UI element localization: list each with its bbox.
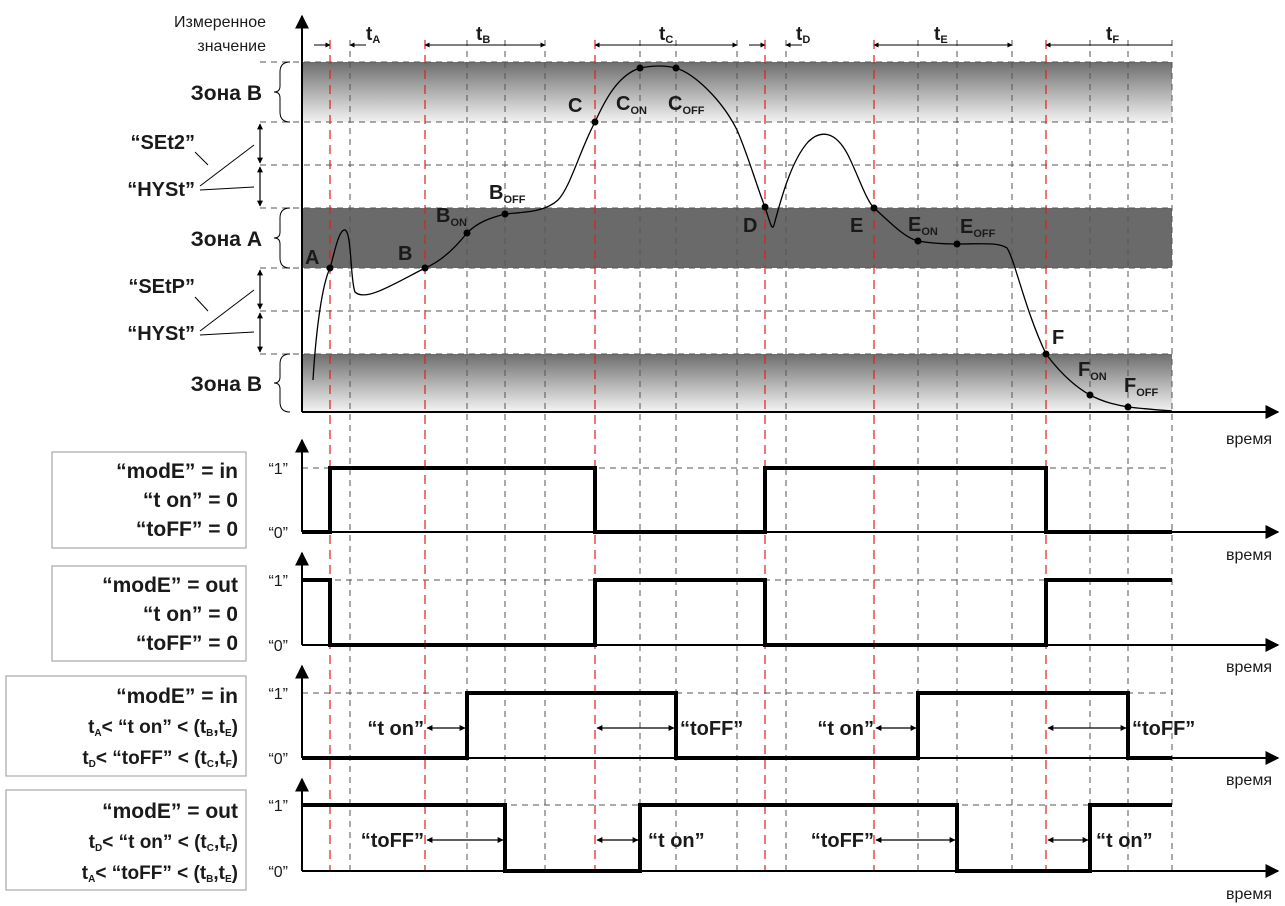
signal-4-waveform bbox=[302, 803, 1172, 873]
panel-4-line-3: tA< “toFF” < (tB,tE) bbox=[82, 863, 238, 885]
condition-panel-1: “modE” = in “t on” = 0 “toFF” = 0 bbox=[51, 451, 247, 549]
timer-toff-label-1: “toFF” bbox=[680, 718, 743, 740]
timer-ton-label-2: “t on” bbox=[817, 718, 874, 740]
time-label-main: время bbox=[1226, 431, 1272, 448]
panel-1-line-2: “t on” = 0 bbox=[143, 489, 238, 512]
panel-4-line-2: tD< “t on” < (tC,tF) bbox=[89, 832, 238, 854]
param-dimension-arrows bbox=[194, 123, 263, 353]
param-hyst-lower-label: “HYSt” bbox=[127, 323, 195, 345]
point-label-f: F bbox=[1052, 327, 1064, 349]
point-label-f-off: FOFF bbox=[1124, 375, 1158, 399]
timer-ton-label-1: “t on” bbox=[367, 718, 424, 740]
event-lines bbox=[329, 40, 1047, 870]
timer-ton-label-4: “t on” bbox=[1096, 830, 1153, 852]
condition-panel-3: “modE” = in tA< “t on” < (tB,tE) tD< “to… bbox=[5, 675, 247, 777]
param-set2-label: “SEt2” bbox=[131, 132, 195, 154]
axis-title-line1: Измеренное bbox=[174, 14, 266, 31]
signal-3-waveform bbox=[302, 691, 1172, 760]
time-label-signal-1: время bbox=[1226, 547, 1272, 564]
point-label-e: E bbox=[850, 215, 863, 237]
level-zero-1: “0” bbox=[268, 525, 288, 542]
signal-2-waveform bbox=[302, 578, 1172, 647]
point-label-c: C bbox=[568, 95, 582, 117]
axis-title-line2: значение bbox=[197, 38, 266, 55]
time-label-signal-2: время bbox=[1226, 659, 1272, 676]
zone-a-label: Зона A bbox=[191, 228, 262, 251]
panel-2-line-1: “modE” = out bbox=[102, 574, 238, 597]
interval-label-e: tE bbox=[934, 24, 948, 46]
point-label-c-on: CON bbox=[616, 93, 647, 117]
time-label-signal-3: время bbox=[1226, 772, 1272, 789]
zone-b-top-label: Зона B bbox=[191, 82, 262, 105]
interval-label-d: tD bbox=[796, 24, 810, 46]
signal-1-waveform bbox=[302, 466, 1172, 534]
zone-b-bottom-label: Зона B bbox=[191, 373, 262, 396]
panel-2-line-3: “toFF” = 0 bbox=[136, 632, 238, 655]
level-zero-3: “0” bbox=[268, 751, 288, 768]
point-label-d: D bbox=[743, 215, 757, 237]
panel-1-line-3: “toFF” = 0 bbox=[136, 518, 238, 541]
level-one-4: “1” bbox=[268, 798, 288, 815]
point-label-e-off: EOFF bbox=[960, 216, 996, 240]
interval-label-a: tA bbox=[366, 24, 380, 46]
panel-3-line-2: tA< “t on” < (tB,tE) bbox=[88, 717, 238, 739]
param-setp-label: “SEtP” bbox=[128, 276, 195, 298]
point-label-e-on: EON bbox=[908, 214, 938, 238]
panel-2-line-2: “t on” = 0 bbox=[143, 603, 238, 626]
param-hyst-upper-label: “HYSt” bbox=[127, 179, 195, 201]
point-label-f-on: FON bbox=[1078, 359, 1107, 383]
timer-toff-label-2: “toFF” bbox=[1132, 718, 1195, 740]
point-label-c-off: COFF bbox=[668, 93, 705, 117]
condition-panel-2: “modE” = out “t on” = 0 “toFF” = 0 bbox=[51, 565, 247, 662]
point-label-b: B bbox=[398, 243, 412, 265]
point-label-a: A bbox=[305, 247, 319, 269]
panel-1-line-1: “modE” = in bbox=[116, 460, 238, 483]
curve-points bbox=[326, 64, 1132, 411]
panel-3-line-1: “modE” = in bbox=[116, 685, 238, 708]
panel-4-line-1: “modE” = out bbox=[102, 800, 238, 823]
zone-braces bbox=[273, 61, 291, 413]
panel-3-line-3: tD< “toFF” < (tC,tF) bbox=[82, 748, 238, 770]
interval-label-f: tF bbox=[1106, 24, 1119, 46]
measured-value-curve bbox=[312, 65, 1173, 412]
level-zero-4: “0” bbox=[268, 864, 288, 881]
timer-toff-label-4: “toFF” bbox=[811, 830, 874, 852]
interval-label-b: tB bbox=[476, 24, 490, 46]
timer-ton-label-3: “t on” bbox=[648, 830, 705, 852]
interval-label-c: tC bbox=[659, 24, 673, 46]
time-label-signal-4: время bbox=[1226, 886, 1272, 903]
condition-panel-4: “modE” = out tD< “t on” < (tC,tF) tA< “t… bbox=[5, 789, 247, 891]
point-label-b-off: BOFF bbox=[489, 182, 526, 206]
timer-toff-label-3: “toFF” bbox=[361, 830, 424, 852]
level-one-2: “1” bbox=[268, 573, 288, 590]
level-one-3: “1” bbox=[268, 686, 288, 703]
zone-b-top-band bbox=[302, 62, 1172, 122]
timer-arrows bbox=[426, 725, 1127, 843]
point-label-b-on: BON bbox=[436, 205, 467, 229]
level-one-1: “1” bbox=[268, 461, 288, 478]
level-zero-2: “0” bbox=[268, 638, 288, 655]
